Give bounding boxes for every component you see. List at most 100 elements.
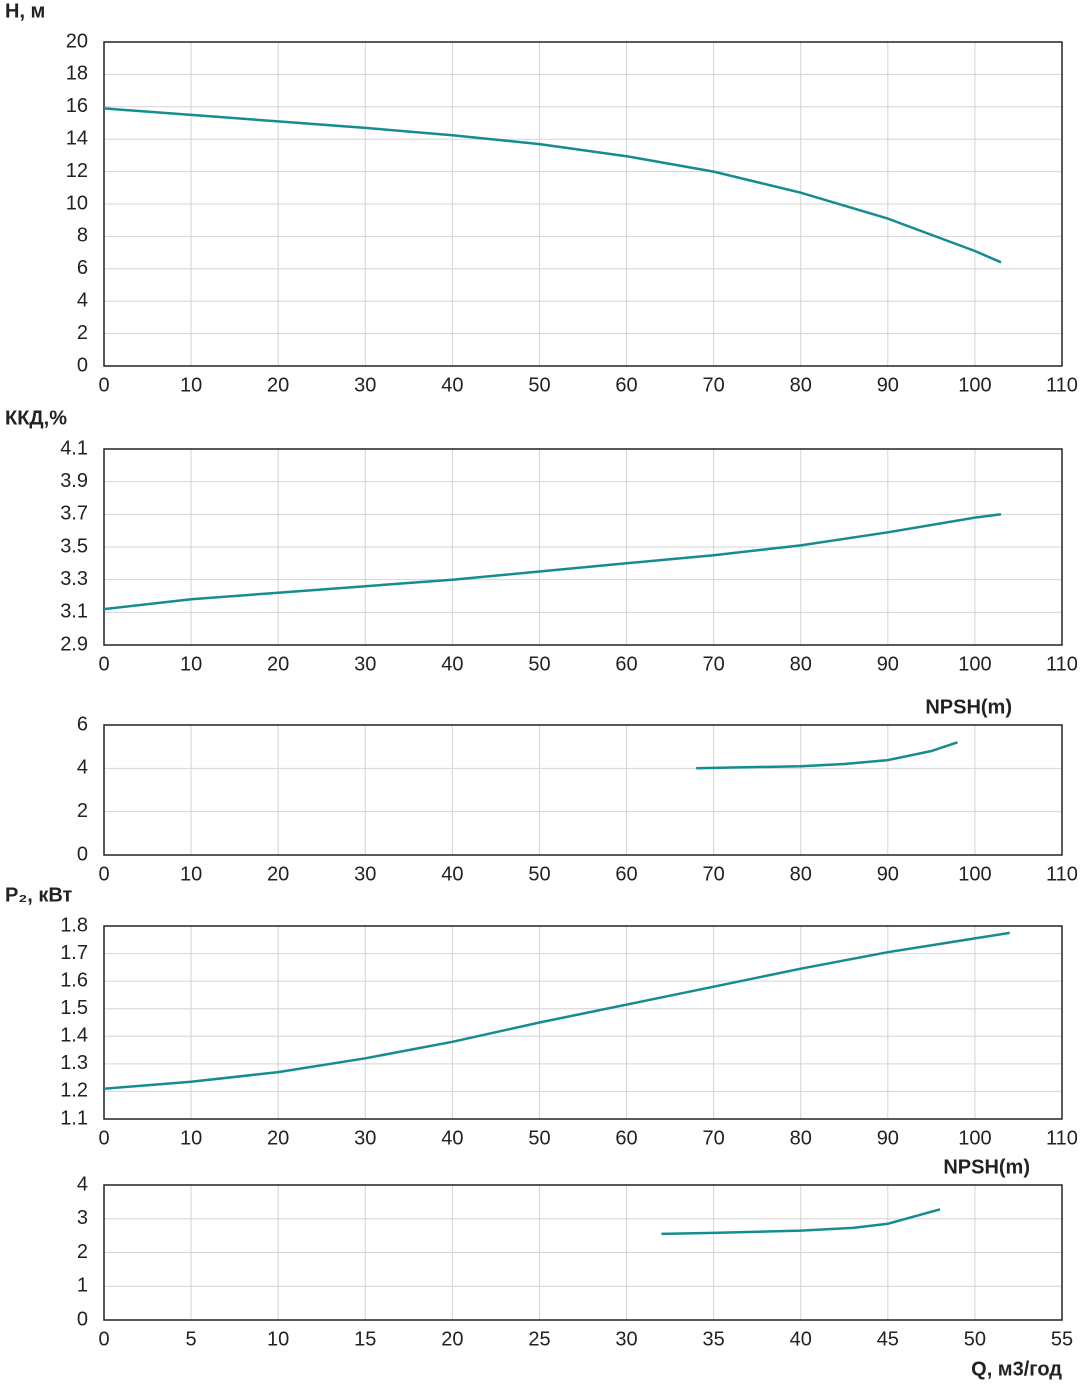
x-tick-label: 0 xyxy=(98,1328,109,1350)
y-tick-label: 6 xyxy=(77,713,88,735)
x-tick-label: 45 xyxy=(877,1328,899,1350)
y-tick-label: 3 xyxy=(77,1207,88,1229)
x-tick-label: 50 xyxy=(964,1328,986,1350)
x-tick-label: 20 xyxy=(441,1328,463,1350)
x-tick-label: 50 xyxy=(528,653,550,675)
x-tick-label: 110 xyxy=(1046,653,1078,675)
x-tick-label: 0 xyxy=(98,374,109,396)
plot-frame xyxy=(103,925,1063,1120)
x-tick-label: 90 xyxy=(877,1127,899,1149)
y-tick-label: 16 xyxy=(66,95,88,117)
y-tick-label: 20 xyxy=(66,30,88,52)
y-tick-label: 0 xyxy=(77,843,88,865)
y-tick-label: 4 xyxy=(77,289,88,311)
y-tick-label: 4 xyxy=(77,757,88,779)
x-tick-label: 90 xyxy=(877,374,899,396)
x-tick-label: 10 xyxy=(180,1127,202,1149)
x-tick-label: 10 xyxy=(180,374,202,396)
x-tick-label: 20 xyxy=(267,653,289,675)
y-tick-label: 4.1 xyxy=(60,437,88,459)
x-tick-label: 40 xyxy=(441,1127,463,1149)
y-tick-label: 8 xyxy=(77,225,88,247)
y-tick-label: 1.1 xyxy=(60,1107,88,1129)
y-tick-label: 1.4 xyxy=(60,1025,88,1047)
x-tick-label: 60 xyxy=(615,374,637,396)
x-tick-label: 70 xyxy=(703,653,725,675)
x-tick-label: 90 xyxy=(877,863,899,885)
plot-frame xyxy=(103,1184,1063,1321)
x-tick-label: 40 xyxy=(441,374,463,396)
y-tick-label: 1.8 xyxy=(60,914,88,936)
y-tick-label: 2.9 xyxy=(60,633,88,655)
y-tick-label: 1.7 xyxy=(60,942,88,964)
y-axis-label: P₂, кВт xyxy=(5,884,73,906)
x-tick-label: 70 xyxy=(703,374,725,396)
x-tick-label: 110 xyxy=(1046,1127,1078,1149)
plot-frame xyxy=(103,41,1063,367)
y-tick-label: 3.5 xyxy=(60,535,88,557)
y-tick-label: 12 xyxy=(66,160,88,182)
data-line xyxy=(661,1208,941,1236)
x-axis-label: Q, м3/год xyxy=(971,1358,1062,1380)
y-tick-label: 3.7 xyxy=(60,503,88,525)
y-tick-label: 1.3 xyxy=(60,1052,88,1074)
x-tick-label: 15 xyxy=(354,1328,376,1350)
y-tick-label: 0 xyxy=(77,354,88,376)
x-tick-label: 70 xyxy=(703,863,725,885)
x-tick-label: 60 xyxy=(615,863,637,885)
y-tick-label: 1.6 xyxy=(60,969,88,991)
x-tick-label: 35 xyxy=(703,1328,725,1350)
plot-frame xyxy=(103,724,1063,856)
data-line xyxy=(103,107,1002,264)
y-tick-label: 10 xyxy=(66,192,88,214)
x-tick-label: 5 xyxy=(186,1328,197,1350)
x-tick-label: 30 xyxy=(354,374,376,396)
x-tick-label: 30 xyxy=(354,1127,376,1149)
x-tick-label: 20 xyxy=(267,1127,289,1149)
data-line xyxy=(103,513,1002,611)
x-tick-label: 0 xyxy=(98,1127,109,1149)
chart-title: NPSH(m) xyxy=(943,1156,1030,1178)
x-tick-label: 10 xyxy=(180,653,202,675)
x-tick-label: 20 xyxy=(267,863,289,885)
y-tick-label: 1.2 xyxy=(60,1080,88,1102)
x-tick-label: 30 xyxy=(615,1328,637,1350)
x-tick-label: 0 xyxy=(98,863,109,885)
x-tick-label: 20 xyxy=(267,374,289,396)
x-tick-label: 25 xyxy=(528,1328,550,1350)
x-tick-label: 90 xyxy=(877,653,899,675)
x-tick-label: 60 xyxy=(615,1127,637,1149)
x-tick-label: 100 xyxy=(958,653,991,675)
x-tick-label: 30 xyxy=(354,653,376,675)
y-tick-label: 1 xyxy=(77,1275,88,1297)
x-tick-label: 60 xyxy=(615,653,637,675)
x-tick-label: 100 xyxy=(958,1127,991,1149)
x-tick-label: 50 xyxy=(528,374,550,396)
y-tick-label: 2 xyxy=(77,322,88,344)
y-tick-label: 6 xyxy=(77,257,88,279)
x-tick-label: 70 xyxy=(703,1127,725,1149)
x-tick-label: 80 xyxy=(790,374,812,396)
x-tick-label: 110 xyxy=(1046,374,1078,396)
y-tick-label: 14 xyxy=(66,127,88,149)
y-tick-label: 18 xyxy=(66,63,88,85)
x-tick-label: 80 xyxy=(790,653,812,675)
x-tick-label: 30 xyxy=(354,863,376,885)
y-tick-label: 4 xyxy=(77,1173,88,1195)
plot-frame xyxy=(103,448,1063,646)
x-tick-label: 40 xyxy=(790,1328,812,1350)
y-axis-label: H, м xyxy=(5,0,45,22)
x-tick-label: 80 xyxy=(790,1127,812,1149)
x-tick-label: 50 xyxy=(528,863,550,885)
x-tick-label: 40 xyxy=(441,653,463,675)
x-tick-label: 110 xyxy=(1046,863,1078,885)
y-tick-label: 2 xyxy=(77,1241,88,1263)
y-tick-label: 3.1 xyxy=(60,601,88,623)
chart-title: NPSH(m) xyxy=(925,696,1012,718)
y-tick-label: 0 xyxy=(77,1308,88,1330)
x-tick-label: 10 xyxy=(267,1328,289,1350)
data-line xyxy=(103,931,1010,1090)
y-tick-label: 3.9 xyxy=(60,470,88,492)
x-tick-label: 0 xyxy=(98,653,109,675)
x-tick-label: 100 xyxy=(958,374,991,396)
